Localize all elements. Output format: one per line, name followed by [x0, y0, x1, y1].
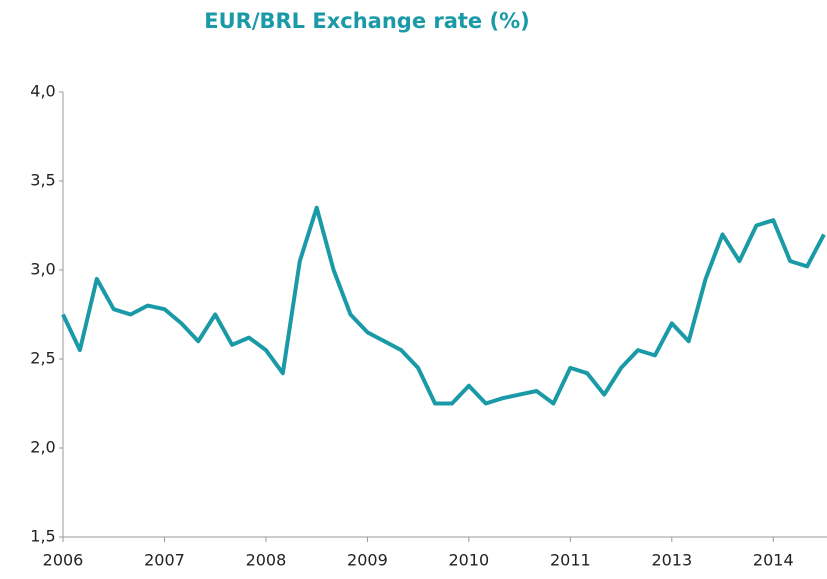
y-tick-label: 3,5 [30, 171, 55, 190]
x-tick-label: 2013 [651, 551, 692, 570]
y-tick-label: 4,0 [30, 82, 55, 101]
x-tick-label: 2011 [550, 551, 591, 570]
y-tick-label: 2,5 [30, 349, 55, 368]
x-tick-label: 2008 [246, 551, 287, 570]
x-tick-label: 2006 [43, 551, 84, 570]
x-tick-label: 2014 [753, 551, 794, 570]
x-tick-label: 2010 [449, 551, 490, 570]
x-tick-label: 2009 [347, 551, 388, 570]
y-tick-label: 3,0 [30, 260, 55, 279]
y-tick-label: 2,0 [30, 438, 55, 457]
x-tick-label: 2007 [144, 551, 185, 570]
line [61, 205, 826, 406]
chart-title: EUR/BRL Exchange rate (%) [204, 9, 529, 33]
y-tick-label: 1,5 [30, 527, 55, 546]
